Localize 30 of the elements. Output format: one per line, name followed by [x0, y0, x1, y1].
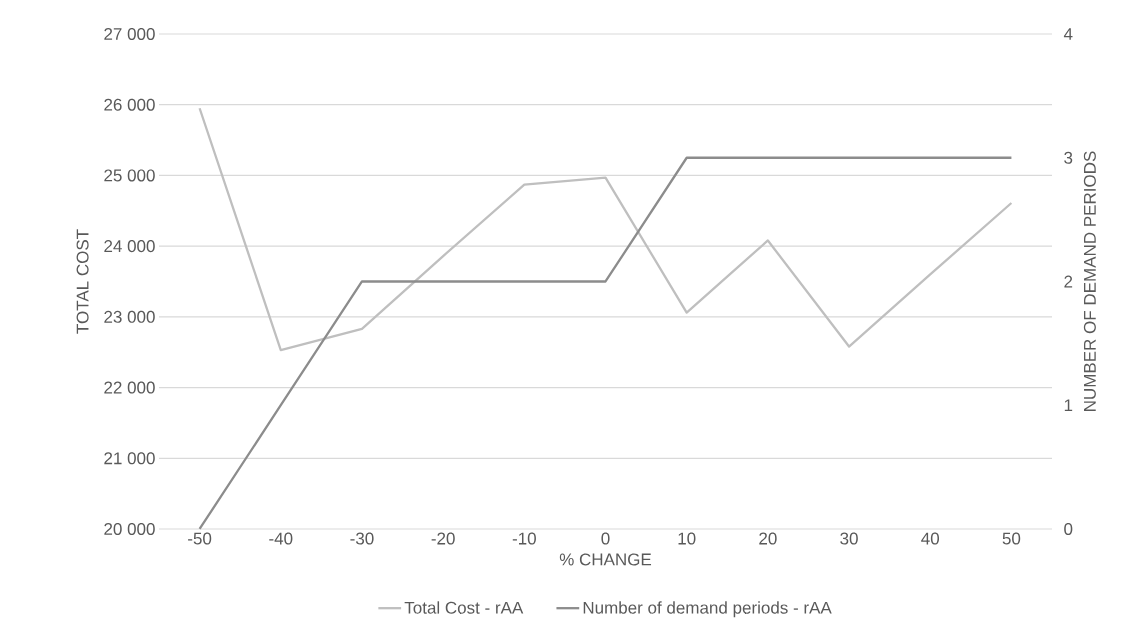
- legend-label: Number of demand periods - rAA: [583, 601, 832, 618]
- x-tick-label: 20: [759, 532, 777, 545]
- x-tick-label: -20: [431, 532, 455, 545]
- y-tick-label: 27 000: [104, 27, 155, 41]
- x-tick-label: 40: [921, 532, 940, 545]
- x-tick-label: 0: [601, 532, 610, 545]
- y-tick-label: 26 000: [104, 98, 155, 111]
- y-tick-label: 22 000: [104, 381, 155, 394]
- y-tick-label: 25 000: [104, 169, 155, 182]
- x-tick-label: -40: [269, 532, 293, 545]
- y-tick-label: 21 000: [104, 452, 155, 465]
- x-tick-label: -10: [512, 532, 536, 545]
- legend-label: Total Cost - rAA: [404, 601, 524, 614]
- y2-axis-title: NUMBER OF DEMAND PERIODS: [1083, 151, 1096, 411]
- x-tick-label: -50: [188, 532, 212, 545]
- y-tick-label: 20 000: [104, 522, 155, 536]
- line-series: [198, 107, 1013, 352]
- y2-tick-label: 1: [1064, 399, 1073, 412]
- y-tick-label: 23 000: [104, 310, 155, 323]
- x-axis-title: % CHANGE: [559, 553, 652, 566]
- y2-tick-label: 4: [1063, 28, 1073, 40]
- x-tick-label: 50: [1002, 532, 1021, 545]
- x-tick-label: 30: [840, 532, 858, 545]
- y2-tick-label: 2: [1064, 275, 1073, 288]
- x-tick-label: 10: [678, 532, 696, 545]
- y2-tick-label: 0: [1064, 522, 1073, 536]
- x-tick-label: -30: [350, 532, 374, 545]
- y-axis-title: TOTAL COST: [76, 229, 89, 334]
- y-tick-label: 24 000: [104, 240, 155, 253]
- y2-tick-label: 3: [1064, 151, 1073, 164]
